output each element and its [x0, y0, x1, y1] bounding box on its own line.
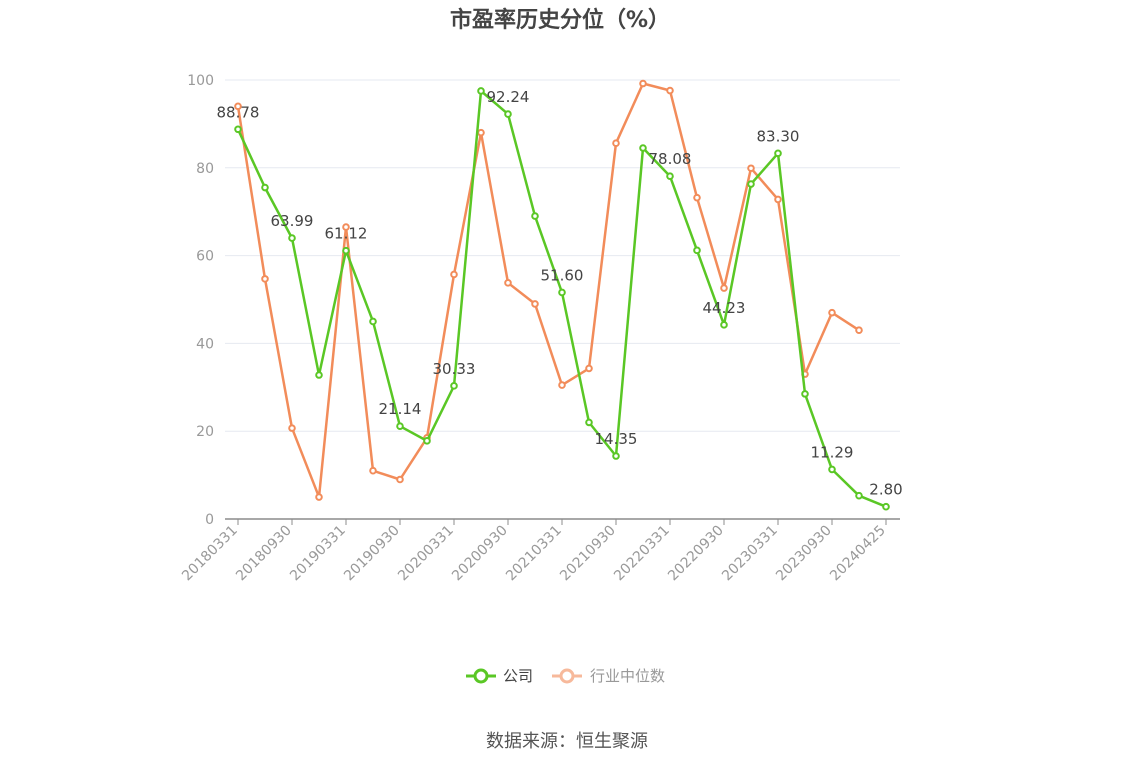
data-point-company[interactable]: [612, 452, 620, 460]
data-point-industry[interactable]: [774, 195, 782, 204]
data-point-industry[interactable]: [693, 193, 701, 202]
data-point-company[interactable]: [639, 144, 647, 152]
y-tick-label: 80: [196, 161, 214, 177]
x-axis: 2018033120180930201903312019093020200331…: [179, 518, 900, 585]
legend-item-industry[interactable]: 行业中位数: [552, 667, 665, 685]
legend-label-industry: 行业中位数: [590, 667, 665, 685]
data-point-company[interactable]: [504, 110, 512, 118]
data-point-industry[interactable]: [531, 300, 539, 308]
data-point-company[interactable]: [369, 317, 377, 326]
data-point-company[interactable]: [234, 125, 242, 134]
x-tick-label: 20180930: [233, 523, 295, 585]
y-tick-label: 100: [187, 73, 214, 89]
data-label: 11.29: [811, 443, 854, 461]
x-tick-label: 20220331: [611, 523, 673, 585]
data-point-company[interactable]: [882, 502, 890, 511]
data-point-industry[interactable]: [855, 326, 863, 335]
series-line-company: [236, 89, 887, 508]
data-point-company[interactable]: [558, 288, 566, 297]
legend[interactable]: 公司 行业中位数: [466, 667, 665, 685]
data-label: 63.99: [271, 212, 314, 230]
data-label: 44.23: [703, 299, 746, 317]
x-tick-label: 20190331: [287, 523, 349, 585]
legend-label-company: 公司: [503, 667, 533, 685]
data-point-industry[interactable]: [396, 475, 404, 484]
data-label: 21.14: [379, 400, 422, 418]
data-point-industry[interactable]: [666, 86, 674, 95]
data-point-industry[interactable]: [639, 79, 647, 88]
data-point-company[interactable]: [720, 321, 728, 329]
legend-marker-company: [473, 668, 489, 684]
y-tick-label: 60: [196, 249, 214, 265]
data-point-company[interactable]: [747, 180, 755, 188]
data-point-industry[interactable]: [342, 223, 350, 231]
legend-item-company[interactable]: 公司: [466, 667, 533, 685]
x-tick-label: 20200930: [449, 523, 511, 585]
x-tick-label: 20240425: [827, 523, 889, 585]
data-point-industry[interactable]: [288, 424, 296, 432]
data-label: 78.08: [649, 150, 692, 168]
series-lines: [234, 79, 890, 511]
data-point-company[interactable]: [315, 371, 323, 379]
data-point-industry[interactable]: [315, 493, 323, 501]
data-point-company[interactable]: [261, 183, 269, 192]
data-point-industry[interactable]: [747, 164, 755, 173]
data-point-company[interactable]: [855, 491, 863, 500]
x-tick-label: 20230331: [719, 523, 781, 585]
y-tick-label: 20: [196, 424, 214, 440]
data-point-company[interactable]: [396, 422, 404, 430]
data-point-company[interactable]: [288, 234, 296, 242]
data-label: 51.60: [541, 266, 584, 284]
x-tick-label: 20180331: [179, 523, 241, 585]
data-point-industry[interactable]: [558, 381, 566, 389]
data-point-industry[interactable]: [504, 279, 512, 287]
data-label: 30.33: [433, 360, 476, 378]
data-point-company[interactable]: [423, 437, 431, 445]
data-label: 92.24: [487, 88, 530, 106]
data-point-company[interactable]: [774, 149, 782, 158]
data-point-company[interactable]: [666, 172, 674, 181]
data-point-industry[interactable]: [720, 284, 728, 292]
x-tick-label: 20220930: [665, 523, 727, 585]
series-line-industry: [236, 82, 860, 499]
x-tick-label: 20210930: [557, 523, 619, 585]
data-point-industry[interactable]: [450, 270, 458, 279]
data-label: 83.30: [757, 127, 800, 145]
data-point-company[interactable]: [828, 465, 836, 474]
data-point-industry[interactable]: [234, 102, 242, 111]
data-point-company[interactable]: [450, 382, 458, 390]
data-point-company[interactable]: [585, 418, 593, 427]
chart-title: 市盈率历史分位（%）: [450, 7, 670, 33]
data-point-company[interactable]: [342, 246, 350, 255]
data-point-industry[interactable]: [828, 308, 836, 317]
y-axis: 0 20 40 60 80 100: [187, 73, 214, 528]
y-tick-label: 40: [196, 336, 214, 352]
data-point-industry[interactable]: [369, 466, 377, 475]
x-tick-label: 20210331: [503, 523, 565, 585]
data-label: 61.12: [325, 225, 368, 243]
x-tick-label: 20230930: [773, 523, 835, 585]
data-point-company[interactable]: [477, 87, 485, 95]
x-tick-label: 20200331: [395, 523, 457, 585]
data-source: 数据来源：恒生聚源: [486, 731, 648, 752]
data-label: 88.78: [217, 103, 260, 121]
data-point-company[interactable]: [531, 212, 539, 220]
data-point-industry[interactable]: [585, 364, 593, 373]
data-point-company[interactable]: [801, 390, 809, 398]
data-point-industry[interactable]: [261, 275, 269, 283]
x-tick-label: 20190930: [341, 523, 403, 585]
data-labels: 88.78 63.99 61.12 21.14 30.33 92.24 51.60 14.35…: [217, 88, 903, 499]
data-point-company[interactable]: [693, 246, 701, 255]
data-point-industry[interactable]: [477, 128, 485, 137]
data-point-industry[interactable]: [612, 139, 620, 148]
legend-marker-industry: [559, 668, 575, 684]
grid-lines: [225, 79, 900, 432]
data-label: 2.80: [869, 481, 902, 499]
y-tick-label: 0: [205, 512, 214, 528]
data-label: 14.35: [595, 430, 638, 448]
